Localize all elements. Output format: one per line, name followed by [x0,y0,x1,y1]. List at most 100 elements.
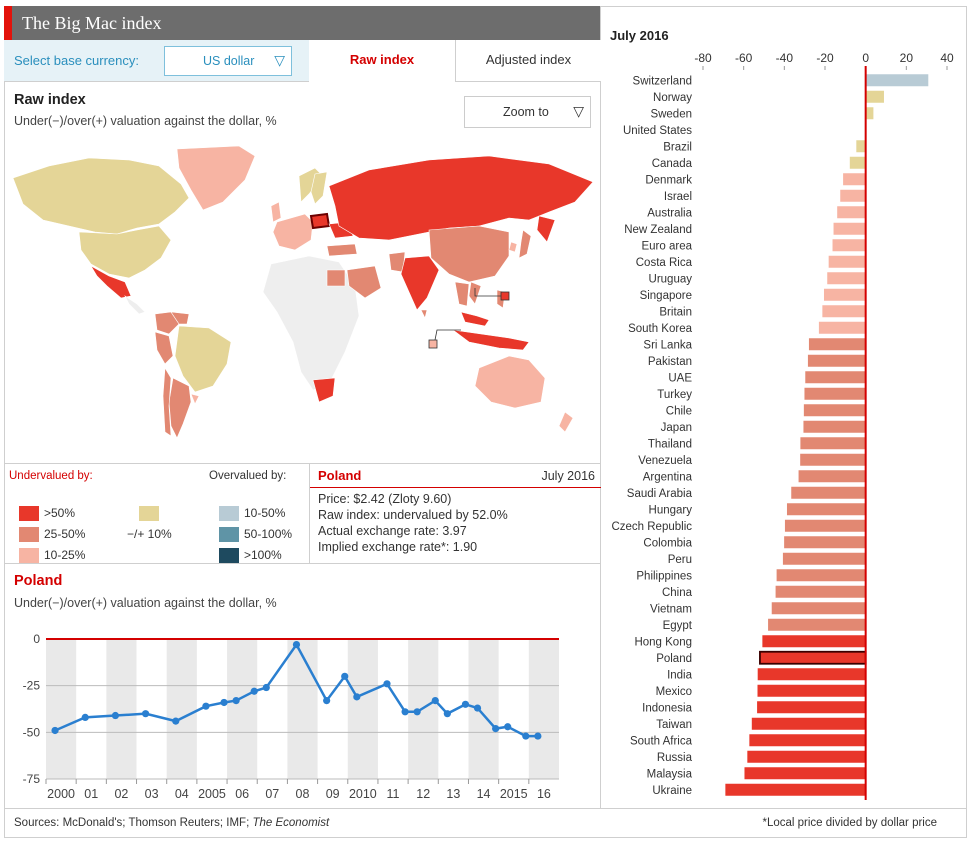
currency-value: US dollar [203,54,255,68]
bar-label: Mexico [656,686,692,698]
bar-label: Sweden [650,108,692,120]
bar-label: Japan [661,422,692,434]
map-euro-area[interactable] [272,213,314,251]
bar [856,140,866,153]
legend-swatch-under-25 [19,527,39,542]
map-poland[interactable] [309,212,331,230]
legend-swatch-under-50 [19,506,39,521]
map-usa[interactable] [78,225,172,279]
bar [800,437,866,450]
map-australia[interactable] [474,355,546,409]
bar [865,107,874,120]
bar-label: Venezuela [638,455,692,467]
map-india[interactable] [400,255,440,311]
data-point [232,697,240,705]
map-peru[interactable] [154,331,174,365]
callout-line-taiwan [474,288,503,297]
map-central-america[interactable] [124,295,146,315]
bar [818,321,866,334]
x-tick-label: 13 [446,787,460,801]
x-tick-label: 40 [940,51,954,65]
bar [744,767,866,780]
map-venezuela[interactable] [170,311,190,325]
x-tick-label: 20 [900,51,914,65]
map-russia-east[interactable] [536,215,556,243]
map-uk[interactable] [270,201,282,223]
bar-label: Pakistan [648,356,692,368]
bar-label: Indonesia [642,702,692,714]
left-panel: The Big Mac index Select base currency: … [4,6,601,808]
x-tick-label: 03 [145,787,159,801]
year-band [46,639,77,779]
map-greenland[interactable] [176,146,256,211]
footnote: *Local price divided by dollar price [762,817,937,829]
year-band [227,639,258,779]
data-point [431,697,439,705]
bar [747,750,866,763]
zoom-select[interactable]: Zoom to ▽ [464,96,591,128]
data-point [534,732,542,740]
map-china[interactable] [428,225,510,283]
map-south-africa[interactable] [312,377,336,403]
map-uruguay[interactable] [190,393,200,405]
x-tick-label: 16 [537,787,551,801]
map-new-zealand[interactable] [558,411,574,433]
map-sweden[interactable] [310,171,328,205]
map-sri-lanka[interactable] [420,309,428,319]
map-title: Raw index [14,92,86,108]
map-indonesia[interactable] [452,329,530,351]
map-saudi-arabia[interactable] [346,265,382,299]
tab-adjusted-index[interactable]: Adjusted index [455,40,601,82]
bar [833,222,866,235]
data-point [443,710,451,718]
x-tick-label: 06 [235,787,249,801]
map-subtitle: Under(−)/over(+) valuation against the d… [14,114,277,128]
data-point [51,726,59,735]
sources-text: Sources: McDonald's; Thomson Reuters; IM… [14,817,253,829]
bar-label: Chile [666,405,692,417]
map-thailand[interactable] [454,281,470,307]
world-map[interactable] [9,146,597,446]
bar-label: South Africa [630,735,693,747]
map-colombia[interactable] [154,311,180,335]
bar [757,684,866,697]
bar [775,585,866,598]
timeseries-chart[interactable]: 0 -25 -50 -75 2000 01 02 03 04 2005 06 07 08 09 2010 11… [4,564,601,809]
bar-chart[interactable]: -80 -60 -40 -20 0 20 40 Switzerland Norway Sweden… [601,6,967,808]
x-tick-label: -80 [694,51,712,65]
map-south-korea[interactable] [508,241,518,253]
bar [798,470,866,483]
legend-label-neutral: −/+ 10% [127,527,172,541]
bar-label: Ukraine [652,785,692,797]
bar-label: Russia [657,752,693,764]
chevron-down-icon: ▽ [274,52,285,68]
map-malaysia[interactable] [460,311,490,327]
legend-swatch-neutral [139,506,159,521]
map-brazil[interactable] [174,325,232,393]
map-canada[interactable] [12,157,190,235]
x-tick-label: 12 [416,787,430,801]
map-japan[interactable] [518,229,532,259]
bar-label: Vietnam [650,603,692,615]
map-turkey[interactable] [326,243,358,257]
data-point [341,672,349,680]
map-chile[interactable] [162,367,172,437]
bar-label: Colombia [643,537,692,549]
bar-label: Egypt [663,620,693,632]
map-singapore[interactable] [428,339,438,349]
currency-select[interactable]: US dollar ▽ [164,46,292,76]
x-tick-label: 2010 [349,787,377,801]
bar [828,255,866,268]
map-egypt[interactable] [326,269,346,287]
bar [759,650,867,665]
y-tick-label: -50 [23,725,41,739]
bar-label: Malaysia [647,768,693,780]
tab-raw-index[interactable]: Raw index [309,40,455,82]
legend: Undervalued by: Overvalued by: >50% 25-5… [4,463,310,563]
map-argentina[interactable] [168,377,192,439]
map-russia[interactable] [328,155,594,241]
map-taiwan[interactable] [500,291,510,301]
bar [757,701,866,714]
zoom-label: Zoom to [503,105,549,119]
bar [800,453,866,466]
